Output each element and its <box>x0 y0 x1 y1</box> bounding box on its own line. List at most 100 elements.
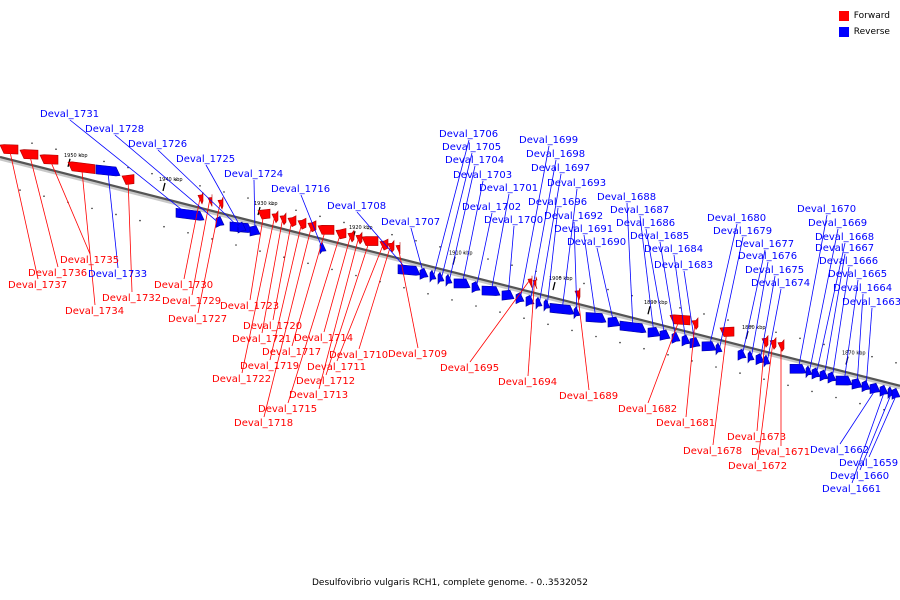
gene-label[interactable]: Deval_1664 <box>833 283 892 294</box>
gene-deval-1736[interactable] <box>19 149 39 160</box>
gene-deval-1715[interactable] <box>335 228 347 240</box>
gene-label[interactable]: Deval_1659 <box>839 458 898 469</box>
gene-deval-1659[interactable] <box>891 387 900 400</box>
gene-label[interactable]: Deval_1685 <box>630 231 689 242</box>
gene-label[interactable]: Deval_1680 <box>707 213 766 224</box>
gene-deval-1706[interactable] <box>429 269 437 283</box>
gene-label[interactable]: Deval_1660 <box>830 471 889 482</box>
gene-deval-1695[interactable] <box>527 275 533 288</box>
gene-label[interactable]: Deval_1689 <box>559 391 618 402</box>
gene-deval-1714[interactable] <box>347 229 355 243</box>
gene-label[interactable]: Deval_1697 <box>531 163 590 174</box>
gene-label[interactable]: Deval_1683 <box>654 260 713 271</box>
gene-label[interactable]: Deval_1673 <box>727 432 786 443</box>
gene-label[interactable]: Deval_1702 <box>462 202 521 213</box>
gene-deval-1662[interactable] <box>869 382 881 395</box>
gene-label[interactable]: Deval_1713 <box>289 390 348 401</box>
gene-deval-1711[interactable] <box>379 238 389 251</box>
gene-label[interactable]: Deval_1726 <box>128 139 187 150</box>
gene-label[interactable]: Deval_1681 <box>656 418 715 429</box>
gene-deval-1702[interactable] <box>471 281 481 293</box>
gene-label[interactable]: Deval_1661 <box>822 484 881 495</box>
gene-label[interactable]: Deval_1695 <box>440 363 499 374</box>
gene-label[interactable]: Deval_1719 <box>240 361 299 372</box>
gene-label[interactable]: Deval_1667 <box>815 243 874 254</box>
gene-deval-1682[interactable] <box>669 314 691 326</box>
gene-label[interactable]: Deval_1724 <box>224 169 283 180</box>
gene-label[interactable]: Deval_1715 <box>258 404 317 415</box>
gene-label[interactable]: Deval_1705 <box>442 142 501 153</box>
gene-label[interactable]: Deval_1732 <box>102 293 161 304</box>
gene-label[interactable]: Deval_1734 <box>65 306 124 317</box>
gene-deval-1728[interactable] <box>215 216 225 228</box>
gene-deval-1677[interactable] <box>737 348 747 361</box>
gene-label[interactable]: Deval_1677 <box>735 239 794 250</box>
gene-label[interactable]: Deval_1679 <box>713 226 772 237</box>
gene-label[interactable]: Deval_1728 <box>85 124 144 135</box>
gene-label[interactable]: Deval_1676 <box>738 251 797 262</box>
gene-label[interactable]: Deval_1675 <box>745 265 804 276</box>
gene-label[interactable]: Deval_1717 <box>262 347 321 358</box>
gene-label[interactable]: Deval_1692 <box>544 211 603 222</box>
gene-label[interactable]: Deval_1721 <box>232 334 291 345</box>
gene-label[interactable]: Deval_1666 <box>819 256 878 267</box>
gene-label[interactable]: Deval_1694 <box>498 377 557 388</box>
gene-deval-1661[interactable] <box>879 384 889 397</box>
gene-label[interactable]: Deval_1700 <box>484 215 543 226</box>
gene-deval-1694[interactable] <box>532 276 538 290</box>
gene-label[interactable]: Deval_1730 <box>154 280 213 291</box>
gene-label[interactable]: Deval_1690 <box>567 237 626 248</box>
gene-deval-1705[interactable] <box>437 271 445 285</box>
gene-label[interactable]: Deval_1735 <box>60 255 119 266</box>
gene-label[interactable]: Deval_1687 <box>610 205 669 216</box>
gene-deval-1707[interactable] <box>419 267 429 280</box>
gene-label[interactable]: Deval_1688 <box>597 192 656 203</box>
gene-label[interactable]: Deval_1662 <box>810 445 869 456</box>
gene-deval-1679[interactable] <box>715 342 723 356</box>
gene-deval-1735[interactable] <box>39 154 59 165</box>
gene-label[interactable]: Deval_1712 <box>296 376 355 387</box>
gene-deval-1680[interactable] <box>701 341 717 352</box>
gene-deval-1725[interactable] <box>237 221 247 234</box>
gene-label[interactable]: Deval_1684 <box>644 244 703 255</box>
gene-label[interactable]: Deval_1711 <box>307 362 366 373</box>
gene-deval-1733[interactable] <box>95 164 121 177</box>
gene-label[interactable]: Deval_1674 <box>751 278 810 289</box>
gene-label[interactable]: Deval_1670 <box>797 204 856 215</box>
gene-label[interactable]: Deval_1737 <box>8 280 67 291</box>
gene-label[interactable]: Deval_1682 <box>618 404 677 415</box>
gene-deval-1731[interactable] <box>175 207 205 221</box>
gene-label[interactable]: Deval_1706 <box>439 129 498 140</box>
gene-label[interactable]: Deval_1725 <box>176 154 235 165</box>
gene-label[interactable]: Deval_1722 <box>212 374 271 385</box>
gene-label[interactable]: Deval_1714 <box>294 333 353 344</box>
gene-deval-1704[interactable] <box>445 273 453 287</box>
gene-deval-1690[interactable] <box>607 316 621 328</box>
gene-label[interactable]: Deval_1727 <box>168 314 227 325</box>
gene-label[interactable]: Deval_1729 <box>162 296 221 307</box>
gene-deval-1719[interactable] <box>297 217 307 230</box>
gene-label[interactable]: Deval_1708 <box>327 201 386 212</box>
gene-label[interactable]: Deval_1663 <box>842 297 900 308</box>
gene-label[interactable]: Deval_1701 <box>479 183 538 194</box>
gene-deval-1713[interactable] <box>355 231 363 245</box>
gene-deval-1737[interactable] <box>0 144 19 155</box>
gene-deval-1718[interactable] <box>307 220 317 233</box>
gene-label[interactable]: Deval_1733 <box>88 269 147 280</box>
gene-label[interactable]: Deval_1710 <box>329 350 388 361</box>
gene-label[interactable]: Deval_1665 <box>828 269 887 280</box>
gene-label[interactable]: Deval_1736 <box>28 268 87 279</box>
gene-label[interactable]: Deval_1704 <box>445 155 504 166</box>
gene-label[interactable]: Deval_1669 <box>808 218 867 229</box>
gene-label[interactable]: Deval_1686 <box>616 218 675 229</box>
gene-label[interactable]: Deval_1716 <box>271 184 330 195</box>
gene-label[interactable]: Deval_1678 <box>683 446 742 457</box>
gene-deval-1712[interactable] <box>361 236 379 246</box>
gene-label[interactable]: Deval_1668 <box>815 232 874 243</box>
gene-deval-1668[interactable] <box>811 367 821 380</box>
gene-label[interactable]: Deval_1693 <box>547 178 606 189</box>
gene-label[interactable]: Deval_1699 <box>519 135 578 146</box>
gene-label[interactable]: Deval_1672 <box>728 461 787 472</box>
gene-label[interactable]: Deval_1691 <box>554 224 613 235</box>
gene-label[interactable]: Deval_1720 <box>243 321 302 332</box>
